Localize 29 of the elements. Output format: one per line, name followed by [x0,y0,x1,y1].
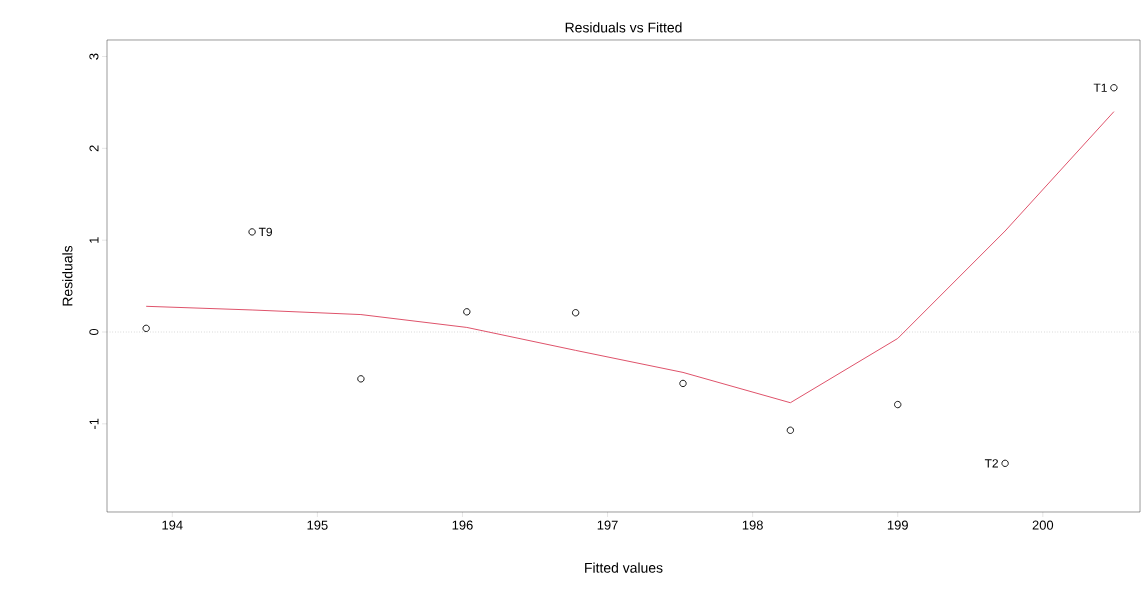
point [142,324,150,332]
annotation: T9 [258,227,272,237]
x-tick-label: 196 [452,520,473,530]
point [248,228,256,236]
chart-title: Residuals vs Fitted [565,22,682,33]
y-tick-label: 3 [89,53,99,60]
point [786,426,795,434]
y-axis-title: Residuals [62,245,73,306]
point [894,400,902,409]
point [357,375,365,383]
line-series [145,111,1115,404]
x-tick-label: 200 [1032,520,1054,530]
x-axis-title: Fitted values [585,562,663,573]
point [1001,459,1009,467]
point [1110,84,1118,92]
point [679,379,687,388]
y-tick-label: 1 [89,237,99,243]
x-tick-label: 198 [742,520,763,530]
annotation: T2 [984,459,998,468]
point [571,309,580,317]
annotation: T1 [1093,83,1107,92]
y-tick-label: -1 [89,418,99,430]
x-tick-label: 195 [307,520,328,530]
y-tick-label: 2 [89,145,99,152]
x-tick-label: 194 [162,520,183,530]
point [463,308,471,316]
x-tick-label: 197 [597,520,618,530]
x-tick-label: 199 [887,520,908,530]
y-tick-label: 0 [89,328,99,336]
